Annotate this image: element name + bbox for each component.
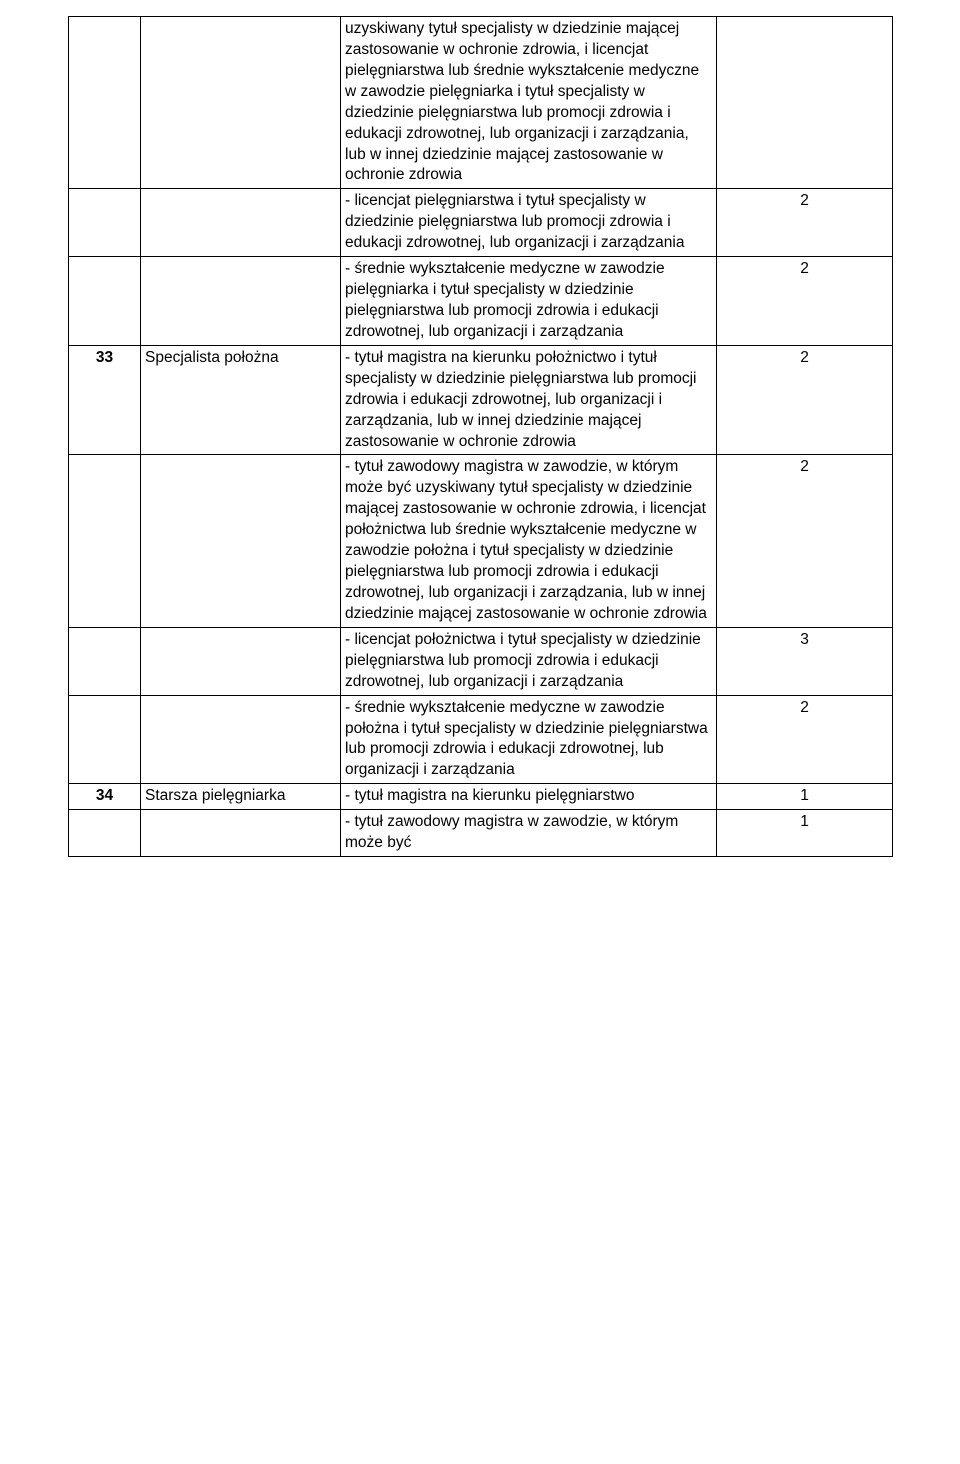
row-value: 1 — [717, 810, 893, 857]
row-number: 34 — [69, 784, 141, 810]
row-number — [69, 257, 141, 346]
qualifications-table: uzyskiwany tytuł specjalisty w dziedzini… — [68, 16, 893, 857]
row-title — [141, 695, 341, 784]
row-title — [141, 627, 341, 695]
row-number — [69, 189, 141, 257]
row-number — [69, 455, 141, 627]
row-description: - tytuł magistra na kierunku pielęgniars… — [341, 784, 717, 810]
row-number — [69, 810, 141, 857]
row-value: 2 — [717, 189, 893, 257]
row-value — [717, 17, 893, 189]
row-value: 2 — [717, 345, 893, 455]
table-row: - średnie wykształcenie medyczne w zawod… — [69, 257, 893, 346]
row-title — [141, 810, 341, 857]
row-description: - średnie wykształcenie medyczne w zawod… — [341, 695, 717, 784]
row-value: 2 — [717, 695, 893, 784]
table-row: uzyskiwany tytuł specjalisty w dziedzini… — [69, 17, 893, 189]
row-number — [69, 627, 141, 695]
table-row: 33 Specjalista położna - tytuł magistra … — [69, 345, 893, 455]
table-row: - tytuł zawodowy magistra w zawodzie, w … — [69, 810, 893, 857]
row-title — [141, 455, 341, 627]
row-number — [69, 17, 141, 189]
row-description: - tytuł magistra na kierunku położnictwo… — [341, 345, 717, 455]
table-row: - tytuł zawodowy magistra w zawodzie, w … — [69, 455, 893, 627]
row-value: 1 — [717, 784, 893, 810]
row-title: Specjalista położna — [141, 345, 341, 455]
row-title — [141, 17, 341, 189]
row-value: 2 — [717, 455, 893, 627]
row-value: 3 — [717, 627, 893, 695]
table-row: - licencjat pielęgniarstwa i tytuł specj… — [69, 189, 893, 257]
row-description: uzyskiwany tytuł specjalisty w dziedzini… — [341, 17, 717, 189]
row-number — [69, 695, 141, 784]
row-description: - tytuł zawodowy magistra w zawodzie, w … — [341, 455, 717, 627]
row-title: Starsza pielęgniarka — [141, 784, 341, 810]
row-description: - licencjat pielęgniarstwa i tytuł specj… — [341, 189, 717, 257]
table-row: - średnie wykształcenie medyczne w zawod… — [69, 695, 893, 784]
row-number: 33 — [69, 345, 141, 455]
table-row: 34 Starsza pielęgniarka - tytuł magistra… — [69, 784, 893, 810]
row-title — [141, 189, 341, 257]
row-description: - średnie wykształcenie medyczne w zawod… — [341, 257, 717, 346]
table-row: - licencjat położnictwa i tytuł specjali… — [69, 627, 893, 695]
row-description: - tytuł zawodowy magistra w zawodzie, w … — [341, 810, 717, 857]
row-title — [141, 257, 341, 346]
row-description: - licencjat położnictwa i tytuł specjali… — [341, 627, 717, 695]
row-value: 2 — [717, 257, 893, 346]
